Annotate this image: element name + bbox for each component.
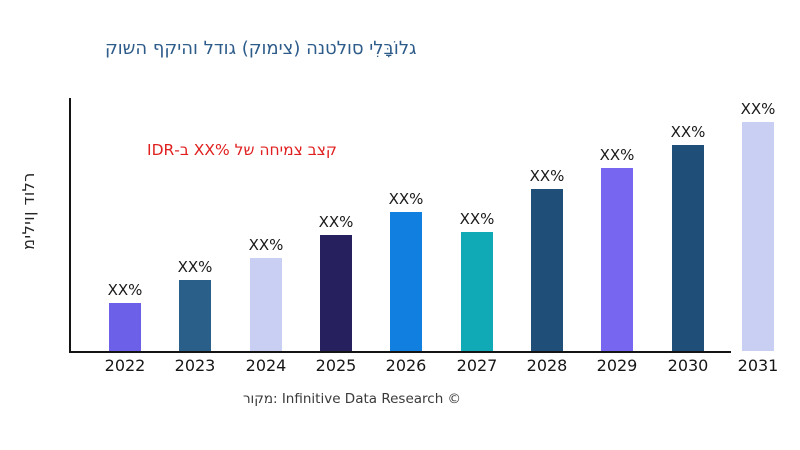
- x-tick-label-2029: 2029: [596, 356, 638, 375]
- x-tick-label-2031: 2031: [737, 356, 779, 375]
- bar-value-label-2025: XX%: [318, 213, 354, 231]
- bar-value-label-2031: XX%: [740, 100, 776, 118]
- bar-2026: [390, 212, 422, 351]
- bar-value-label-2023: XX%: [177, 258, 213, 276]
- x-tick-label-2024: 2024: [245, 356, 287, 375]
- bar-value-label-2026: XX%: [388, 190, 424, 208]
- bar-value-label-2022: XX%: [107, 281, 143, 299]
- y-axis-line: [69, 98, 71, 353]
- growth-annotation: קצב צמיחה של %XX ב-IDR: [147, 141, 337, 159]
- x-tick-label-2030: 2030: [667, 356, 709, 375]
- bar-value-label-2029: XX%: [599, 146, 635, 164]
- x-tick-label-2027: 2027: [456, 356, 498, 375]
- bar-value-label-2030: XX%: [670, 123, 706, 141]
- x-tick-label-2025: 2025: [315, 356, 357, 375]
- x-tick-label-2026: 2026: [385, 356, 427, 375]
- chart-title: גלוֹבָּלִי סולטנה (צימוק) גודל והיקף השו…: [105, 38, 417, 59]
- x-tick-label-2023: 2023: [174, 356, 216, 375]
- x-tick-label-2022: 2022: [104, 356, 146, 375]
- x-axis-line: [69, 351, 731, 353]
- bar-2023: [179, 280, 211, 351]
- bar-2024: [250, 258, 282, 351]
- bar-value-label-2024: XX%: [248, 236, 284, 254]
- bar-value-label-2027: XX%: [459, 210, 495, 228]
- bar-2025: [320, 235, 352, 351]
- bar-2022: [109, 303, 141, 351]
- bar-2029: [601, 168, 633, 351]
- bar-2027: [461, 232, 493, 351]
- bar-2030: [672, 145, 704, 351]
- x-tick-label-2028: 2028: [526, 356, 568, 375]
- bar-2028: [531, 189, 563, 351]
- source-credit: מקור: Infinitive Data Research ©: [242, 391, 462, 407]
- bar-value-label-2028: XX%: [529, 167, 565, 185]
- bar-2031: [742, 122, 774, 351]
